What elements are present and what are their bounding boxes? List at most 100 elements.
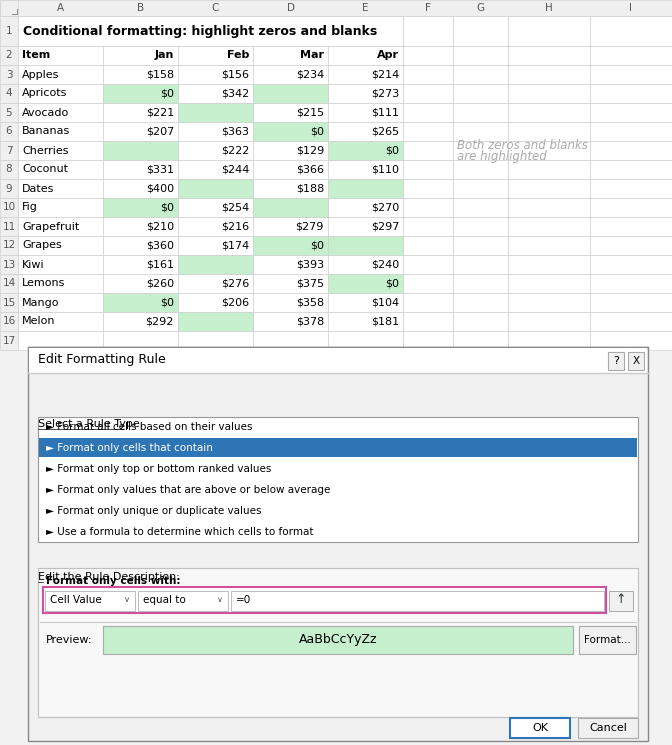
Bar (103, 46, 178, 65)
Bar (508, 103, 590, 122)
Bar (18, 141, 103, 160)
Text: $363: $363 (221, 127, 249, 136)
Text: 6: 6 (5, 127, 12, 136)
Bar (0, 84, 18, 103)
Text: $206: $206 (221, 297, 249, 308)
Bar (45, 591, 135, 611)
Text: $181: $181 (371, 317, 399, 326)
Text: $188: $188 (296, 183, 324, 194)
Bar (590, 84, 672, 103)
Bar (590, 160, 672, 179)
Bar (453, 160, 508, 179)
Text: Apricots: Apricots (22, 89, 67, 98)
Bar (403, 274, 453, 293)
Bar (178, 255, 253, 274)
Text: Fig: Fig (22, 203, 38, 212)
Text: Coconut: Coconut (22, 165, 68, 174)
Bar (103, 255, 178, 274)
Text: 8: 8 (5, 165, 12, 174)
Bar (508, 312, 590, 331)
Bar (253, 46, 328, 65)
Text: Item: Item (22, 51, 50, 60)
Text: 15: 15 (3, 297, 15, 308)
Bar (38, 568, 638, 717)
Bar (453, 312, 508, 331)
Bar (0, 16, 18, 46)
Text: $158: $158 (146, 69, 174, 80)
Bar (0, 122, 18, 141)
Bar (18, 65, 103, 84)
Bar (328, 236, 403, 255)
Text: $254: $254 (220, 203, 249, 212)
Text: $0: $0 (310, 241, 324, 250)
Bar (18, 179, 103, 198)
Text: Edit Formatting Rule: Edit Formatting Rule (38, 353, 166, 367)
Bar (178, 84, 253, 103)
Text: $0: $0 (385, 145, 399, 156)
Bar (453, 255, 508, 274)
Bar (328, 65, 403, 84)
Text: 13: 13 (3, 259, 15, 270)
Bar (18, 16, 403, 46)
Text: $222: $222 (220, 145, 249, 156)
Bar (590, 331, 672, 350)
Bar (253, 160, 328, 179)
Text: 14: 14 (3, 279, 15, 288)
Bar (453, 198, 508, 217)
Bar (403, 122, 453, 141)
Text: Feb: Feb (226, 51, 249, 60)
Text: ∨: ∨ (217, 595, 223, 604)
Text: $360: $360 (146, 241, 174, 250)
Bar (178, 179, 253, 198)
Bar (18, 84, 103, 103)
Text: Conditional formatting: highlight zeros and blanks: Conditional formatting: highlight zeros … (23, 25, 377, 37)
Bar (178, 141, 253, 160)
Bar (0, 293, 18, 312)
Text: $375: $375 (296, 279, 324, 288)
Bar (253, 255, 328, 274)
Text: $270: $270 (371, 203, 399, 212)
Bar (138, 591, 228, 611)
Bar (178, 179, 253, 198)
Text: $104: $104 (371, 297, 399, 308)
Text: 10: 10 (3, 203, 15, 212)
Text: Cell Value: Cell Value (50, 595, 101, 605)
Bar (328, 274, 403, 293)
Bar (0, 236, 18, 255)
Bar (0, 255, 18, 274)
Bar (253, 331, 328, 350)
Text: C: C (212, 3, 219, 13)
Bar (0, 0, 18, 16)
Text: 7: 7 (5, 145, 12, 156)
Bar (578, 718, 638, 738)
Text: H: H (545, 3, 553, 13)
Bar (453, 179, 508, 198)
Bar (253, 122, 328, 141)
Bar (178, 160, 253, 179)
Bar (453, 236, 508, 255)
Text: Select a Rule Type:: Select a Rule Type: (38, 419, 143, 428)
Bar (590, 293, 672, 312)
Bar (178, 293, 253, 312)
Text: Mar: Mar (300, 51, 324, 60)
Text: Kiwi: Kiwi (22, 259, 44, 270)
Text: B: B (137, 3, 144, 13)
Text: Lemons: Lemons (22, 279, 65, 288)
Bar (403, 312, 453, 331)
Bar (0, 0, 672, 16)
Text: $292: $292 (146, 317, 174, 326)
Bar (508, 65, 590, 84)
Text: ?: ? (613, 356, 619, 366)
Bar (18, 198, 103, 217)
Text: Cherries: Cherries (22, 145, 69, 156)
Text: D: D (286, 3, 294, 13)
Bar (103, 179, 178, 198)
Text: 12: 12 (3, 241, 15, 250)
Text: Avocado: Avocado (22, 107, 69, 118)
Text: $276: $276 (220, 279, 249, 288)
Text: $260: $260 (146, 279, 174, 288)
Bar (453, 84, 508, 103)
Text: $111: $111 (371, 107, 399, 118)
Text: 11: 11 (3, 221, 15, 232)
Bar (508, 255, 590, 274)
